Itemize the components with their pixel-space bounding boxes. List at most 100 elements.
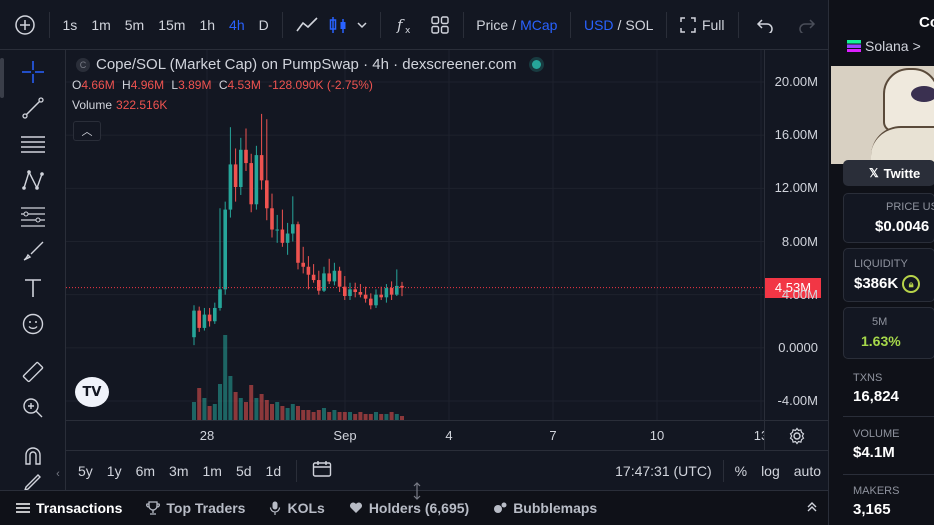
utc-clock[interactable]: 17:47:31 (UTC) (615, 463, 712, 479)
crosshair-tool[interactable] (18, 57, 48, 87)
pencil-icon (24, 474, 41, 490)
auto-scale-toggle[interactable]: auto (793, 463, 821, 479)
price-tick-label: 4.00M (781, 286, 818, 302)
sol-option[interactable]: SOL (625, 16, 654, 33)
interval-4h[interactable]: 4h (229, 16, 245, 33)
chart-style-dropdown[interactable] (350, 0, 374, 50)
time-tick-label: 4 (445, 428, 453, 443)
brush-tool[interactable] (18, 237, 48, 267)
tab-kols[interactable]: KOLs (257, 500, 336, 516)
svg-text:f: f (396, 16, 405, 34)
resize-handle-icon[interactable] (412, 481, 422, 504)
volume-bar (322, 408, 326, 420)
range-5d[interactable]: 5d (235, 462, 252, 479)
magnet-tool[interactable] (18, 441, 48, 471)
calendar-icon (312, 461, 332, 477)
currency-toggle[interactable]: USD / SOL (577, 0, 660, 50)
percent-scale-toggle[interactable]: % (734, 463, 748, 479)
chevron-right-icon: > (912, 38, 921, 54)
twitter-link-button[interactable]: 𝕏 Twitte (843, 160, 934, 186)
go-to-date-button[interactable] (305, 460, 339, 481)
horizontal-lines-icon (21, 136, 45, 153)
chain-breadcrumb[interactable]: Solana > (847, 38, 921, 54)
emoji-tool[interactable] (18, 309, 48, 339)
trendline-tool[interactable] (18, 93, 48, 123)
interval-1m[interactable]: 1m (91, 16, 111, 33)
interval-5m[interactable]: 5m (124, 16, 145, 33)
tradingview-logo[interactable]: TV (75, 377, 109, 407)
candle-body (239, 149, 243, 188)
add-indicator-button[interactable] (0, 0, 43, 50)
mcap-option[interactable]: MCap (520, 16, 558, 33)
range-1y[interactable]: 1y (106, 462, 122, 479)
collapse-toolbar-button[interactable]: ‹ (52, 462, 64, 486)
candle-body (223, 209, 227, 290)
range-bar-right: 17:47:31 (UTC) % log auto (608, 451, 828, 491)
toolbar-divider (570, 11, 571, 38)
candle-body (228, 164, 233, 210)
chart-settings-button[interactable] (764, 420, 828, 450)
change-5m-card[interactable]: 5M 1.63% (843, 307, 934, 359)
usd-option[interactable]: USD (583, 16, 614, 33)
range-5y[interactable]: 5y (78, 462, 93, 479)
interval-1h[interactable]: 1h (199, 16, 216, 33)
range-1d[interactable]: 1d (265, 462, 282, 479)
price-chart[interactable] (66, 50, 764, 420)
chart-pane[interactable]: C Cope/SOL (Market Cap) on PumpSwap · 4h… (66, 50, 764, 420)
chart-style-candles-button[interactable] (326, 0, 350, 50)
open-value: 4.66M (81, 78, 115, 92)
volume-bar (348, 412, 352, 420)
lock-icon: 🔒︎ (902, 275, 921, 294)
range-divider (296, 459, 298, 482)
tab-bubblemaps[interactable]: Bubblemaps (481, 500, 609, 516)
candle-body (327, 273, 331, 282)
volume-bar (363, 414, 368, 420)
candle-body (389, 288, 394, 295)
pattern-tool[interactable] (18, 165, 48, 195)
range-bar: 5y 1y 6m 3m 1m 5d 1d 17:47:31 (UTC) % lo… (66, 450, 828, 490)
tabs-controls (806, 491, 828, 525)
tab-top-traders[interactable]: Top Traders (134, 500, 257, 516)
interval-d[interactable]: D (258, 16, 269, 33)
candle-body (280, 229, 285, 243)
volume-bar (202, 398, 207, 420)
ruler-tool[interactable] (18, 357, 48, 387)
range-6m[interactable]: 6m (135, 462, 156, 479)
fullscreen-button[interactable]: Full (673, 0, 732, 50)
txns-label: TXNS (853, 372, 883, 384)
interval-15m[interactable]: 15m (158, 16, 186, 33)
zoom-tool[interactable] (18, 393, 48, 423)
price-option[interactable]: Price (476, 16, 509, 33)
interval-1s[interactable]: 1s (62, 16, 78, 33)
collapse-panel-button[interactable] (806, 501, 818, 516)
volume-bar (327, 412, 332, 420)
log-scale-toggle[interactable]: log (761, 463, 780, 479)
tab-transactions[interactable]: Transactions (0, 500, 134, 516)
layout-button[interactable] (423, 0, 457, 50)
undo-button[interactable] (744, 0, 786, 50)
time-axis[interactable]: 28 Sep 4 7 10 13 (66, 420, 768, 450)
range-3m[interactable]: 3m (169, 462, 189, 479)
text-tool[interactable] (18, 273, 48, 303)
candle-body (332, 270, 337, 282)
horizontal-lines-tool[interactable] (18, 129, 48, 159)
crosshair-icon (22, 61, 44, 83)
collapse-legend-button[interactable]: ︿ (73, 121, 101, 141)
toolbar-scrollbar[interactable] (0, 58, 4, 98)
lock-drawings-tool[interactable] (18, 474, 48, 490)
redo-button[interactable] (786, 0, 828, 50)
range-1m[interactable]: 1m (202, 462, 222, 479)
chart-style-line-button[interactable] (288, 0, 326, 50)
price-mcap-toggle[interactable]: Price / MCap (469, 0, 564, 50)
tab-holders[interactable]: Holders (6,695) (337, 500, 481, 516)
volume-bar (207, 406, 212, 420)
measure-tool[interactable] (18, 201, 48, 231)
candle-body (270, 208, 274, 230)
candle-body (337, 270, 342, 287)
volume-readout: Volume 322.516K (72, 98, 167, 112)
pattern-icon (22, 170, 44, 190)
volume-bar (238, 398, 243, 420)
price-axis[interactable]: 4.53M 20.00M 16.00M 12.00M 8.00M 4.00M 0.0000… (764, 50, 828, 420)
liquidity-value: $386K (854, 275, 899, 292)
